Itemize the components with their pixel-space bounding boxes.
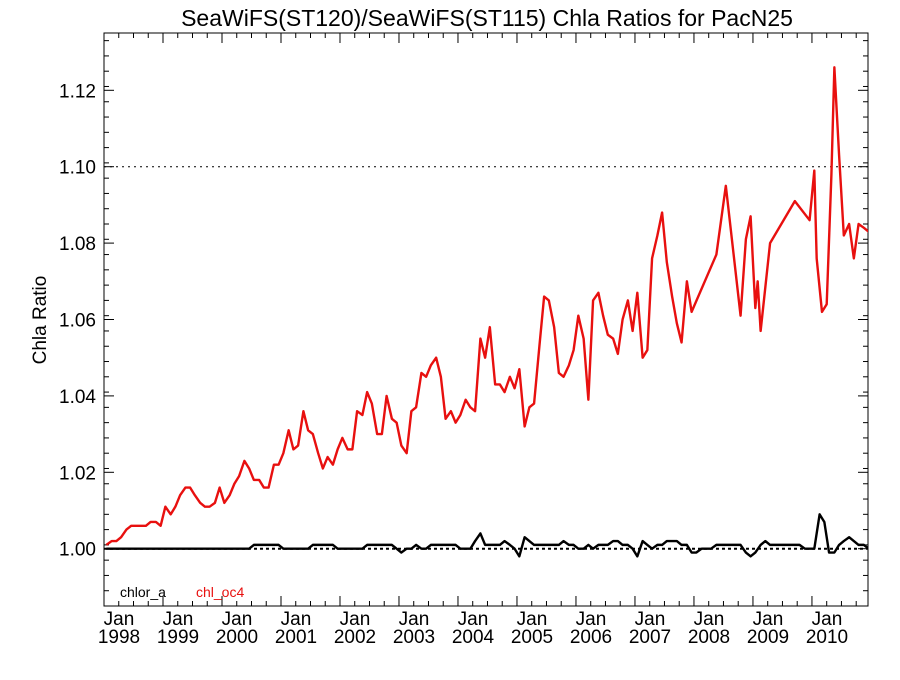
y-tick-label: 1.02 (59, 463, 96, 484)
y-tick-label: 1.08 (59, 234, 96, 255)
x-tick-label-year: 2004 (452, 627, 495, 648)
chart-title: SeaWiFS(ST120)/SeaWiFS(ST115) Chla Ratio… (181, 5, 793, 31)
x-tick-label-month: Jan (458, 609, 489, 630)
y-tick-label: 1.04 (59, 387, 96, 408)
plot-frame (103, 32, 869, 607)
x-tick-label-month: Jan (576, 609, 607, 630)
x-tick-label-year: 2006 (570, 627, 612, 648)
y-axis-label: Chla Ratio (30, 276, 51, 365)
x-tick-label-month: Jan (635, 609, 666, 630)
x-tick-label-year: 2001 (275, 627, 317, 648)
legend-entry-chl-oc4: chl_oc4 (196, 584, 244, 600)
x-tick-label-month: Jan (399, 609, 430, 630)
x-tick-label-year: 2000 (216, 627, 258, 648)
x-tick-label-month: Jan (753, 609, 784, 630)
x-tick-label-year: 2008 (688, 627, 730, 648)
x-tick-label-year: 2007 (629, 627, 671, 648)
x-tick-label-year: 2010 (806, 627, 848, 648)
series-line-chlor-a (106, 513, 868, 558)
x-tick-label-year: 2003 (393, 627, 435, 648)
x-tick-label-year: 2005 (511, 627, 553, 648)
series-line-chl-oc4 (105, 66, 868, 546)
y-tick-label: 1.12 (59, 81, 96, 102)
x-tick-label-month: Jan (694, 609, 725, 630)
x-tick-label-year: 2002 (334, 627, 376, 648)
y-tick-label: 1.06 (59, 311, 96, 332)
x-tick-label-month: Jan (222, 609, 253, 630)
x-tick-label-month: Jan (281, 609, 312, 630)
x-tick-label-year: 1998 (98, 627, 140, 648)
x-tick-label-month: Jan (104, 609, 135, 630)
legend-entry-chlor-a: chlor_a (120, 584, 166, 600)
plot-area: 1.001.021.041.061.081.101.12Jan1998Jan19… (59, 32, 869, 648)
y-tick-label: 1.00 (59, 540, 96, 561)
x-tick-label-year: 1999 (157, 627, 199, 648)
x-tick-label-year: 2009 (747, 627, 789, 648)
x-tick-label-month: Jan (517, 609, 548, 630)
x-tick-label-month: Jan (163, 609, 194, 630)
y-tick-label: 1.10 (59, 158, 96, 179)
x-tick-label-month: Jan (340, 609, 371, 630)
x-tick-label-month: Jan (812, 609, 843, 630)
